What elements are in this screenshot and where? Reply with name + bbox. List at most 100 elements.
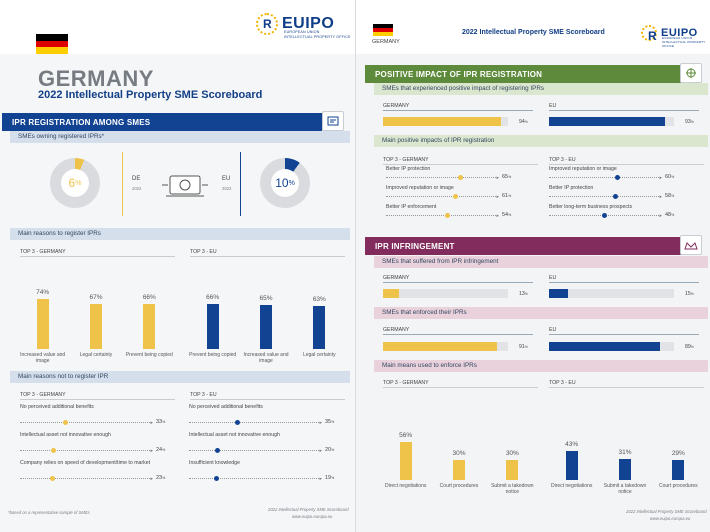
reasons-eu-bar	[260, 305, 272, 349]
euipo-logo-small: EUIPO	[641, 25, 698, 43]
means-eu-category-label: Submit a takedown notice	[603, 483, 647, 495]
means-de-bar	[399, 442, 412, 480]
means-de-category-label: Submit a takedown notice	[491, 483, 534, 495]
positive-eu-fill	[549, 117, 666, 126]
pos-eu-track: ▸	[549, 175, 662, 181]
logo-subtitle-small: EUROPEAN UNION INTELLECTUAL PROPERTY OFFI…	[662, 36, 706, 48]
means-eu-bar	[565, 451, 578, 480]
not-eu-item-label: Intellectual asset not innovative enough	[189, 432, 280, 438]
reasons-eu-value-label: 65%	[259, 295, 273, 302]
infr-eu-label: EU	[549, 275, 557, 281]
subtitle-reasons-register: Main reasons to register IPRs	[10, 228, 350, 240]
enf-de-bar	[383, 342, 508, 351]
country-label: GERMANY	[372, 39, 400, 45]
not-de-item-value: 33%	[156, 419, 166, 425]
not-eu-marker	[215, 448, 220, 453]
reasons-de-value-label: 67%	[89, 294, 103, 301]
subtitle-main-positive: Main positive impacts of IPR registratio…	[374, 135, 708, 147]
footnote: *based on a representative sample of SME…	[8, 510, 90, 515]
reasons-eu-value-label: 63%	[312, 296, 326, 303]
not-eu-arrow-icon: ▸	[319, 448, 322, 454]
infr-de-fill	[383, 289, 400, 298]
de-donut: 6%	[50, 158, 100, 208]
footer-url: www.euipo.europa.eu	[292, 514, 333, 519]
pos-de-arrow-icon: ▸	[496, 175, 499, 181]
euipo-star-icon-small	[641, 25, 657, 43]
means-de-value-label: 30%	[452, 450, 466, 457]
not-eu-item-value: 19%	[325, 475, 335, 481]
eu-divider	[240, 152, 241, 216]
pos-eu-marker	[612, 194, 618, 199]
not-eu-arrow-icon: ▸	[319, 476, 322, 482]
section-positive-impact: POSITIVE IMPACT OF IPR REGISTRATION	[365, 65, 681, 83]
pos-de-marker	[457, 175, 463, 180]
not-de-arrow-icon: ▸	[150, 420, 153, 426]
means-eu-bar	[619, 459, 631, 480]
reasons-eu-category-label: Legal certainty	[303, 352, 336, 358]
positive-de-fill	[383, 117, 501, 126]
pos-eu-track: ▸	[549, 213, 662, 219]
subtitle-enforced: SMEs that enforced their IPRs	[374, 307, 708, 319]
pos-de-arrow-icon: ▸	[496, 213, 499, 219]
means-de-category-label: Court procedures	[439, 483, 479, 489]
enf-de-label: GERMANY	[383, 327, 410, 333]
germany-flag-small	[373, 24, 393, 36]
germany-flag	[36, 34, 68, 55]
not-de-item-label: No perceived additional benefits	[20, 404, 94, 410]
not-eu-marker	[213, 476, 219, 481]
de-donut-value: 6%	[61, 169, 89, 197]
positive-eu-bar	[549, 117, 674, 126]
pos-eu-arrow-icon: ▸	[659, 175, 662, 181]
not-eu-track: ▸	[189, 420, 322, 426]
reasons-eu-category-label: Increased value and image	[243, 352, 289, 364]
reasons-not-de-list: No perceived additional benefits ▸ 33% Inte…	[20, 404, 180, 494]
reasons-de-chart: 74% Increased value and image 67% Legal cer…	[16, 284, 176, 364]
pos-de-track: ▸	[386, 175, 499, 181]
reasons-de-bar	[143, 304, 156, 349]
eu-tag: EU	[222, 176, 231, 182]
pos-eu-marker	[601, 213, 607, 218]
pos-eu-item-value: 60%	[665, 174, 675, 180]
pos-eu-item-value: 48%	[665, 212, 675, 218]
reasons-de-value-label: 66%	[142, 294, 156, 301]
infr-de-label: GERMANY	[383, 275, 410, 281]
pos-de-marker	[453, 194, 459, 199]
enf-eu-fill	[549, 342, 661, 351]
section-ipr-registration: IPR REGISTRATION AMONG SMES	[2, 113, 322, 131]
means-eu-category-label: Direct negotiations	[550, 483, 593, 489]
eu-donut: 10%	[260, 158, 310, 208]
pos-de-item-label: Better IP protection	[386, 166, 431, 172]
footer-title: 2022 Intellectual Property SME Scoreboar…	[268, 507, 349, 512]
pos-eu-item-value: 58%	[665, 193, 675, 199]
right-page: GERMANY 2022 Intellectual Property SME S…	[355, 0, 710, 532]
not-de-item-value: 24%	[156, 447, 166, 453]
pos-de-item-label: Improved reputation or image	[386, 185, 454, 191]
reasons-eu-category-label: Prevent being copied	[189, 352, 237, 358]
not-eu-marker	[234, 420, 240, 425]
enf-de-value: 91%	[519, 344, 528, 350]
not-de-item-value: 23%	[156, 475, 166, 481]
positive-de-label: GERMANY	[383, 103, 410, 109]
country-title: GERMANY	[38, 66, 154, 91]
pos-de-item-label: Better IP enforcement	[386, 204, 437, 210]
enf-eu-label: EU	[549, 327, 557, 333]
subtitle-smes-owning: SMEs owning registered IPRs*	[10, 131, 350, 143]
infr-eu-value: 15%	[685, 291, 694, 297]
scoreboard-title: 2022 Intellectual Property SME Scoreboar…	[38, 89, 263, 101]
pos-eu-item-label: Better IP protection	[549, 185, 594, 191]
subtitle-enforce-means: Main means used to enforce IPRs	[374, 360, 708, 372]
reasons-de-category-label: Prevent being copied	[125, 352, 173, 358]
ip-laptop-icon	[160, 172, 210, 202]
not-eu-item-label: No perceived additional benefits	[189, 404, 263, 410]
means-eu-header: TOP 3 - EU	[549, 380, 576, 386]
subtitle-reasons-not: Main reasons not to register IPR	[10, 371, 350, 383]
not-de-track: ▸	[20, 476, 153, 482]
reasons-eu-bar	[313, 306, 326, 349]
means-eu-value-label: 31%	[618, 449, 632, 456]
not-de-arrow-icon: ▸	[150, 476, 153, 482]
positive-de-header: TOP 3 - GERMANY	[383, 157, 429, 163]
positive-eu-value: 93%	[685, 119, 694, 125]
crown-icon	[680, 235, 702, 255]
infr-de-bar	[383, 289, 508, 298]
